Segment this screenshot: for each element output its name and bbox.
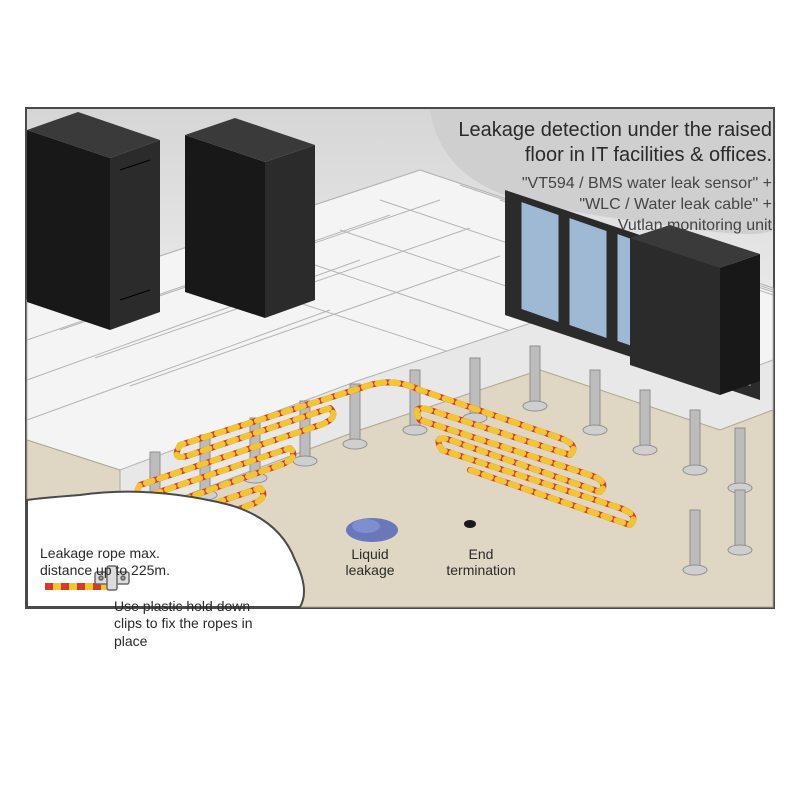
liquid-puddle-highlight <box>352 519 380 533</box>
callout-line1: Leakage rope max. distance up to 225m. <box>40 545 170 580</box>
rack-cluster-left <box>27 112 160 330</box>
title-sub1: "VT594 / BMS water leak sensor" + <box>432 174 772 195</box>
callout-box: Leakage rope max. distance up to 225m. U… <box>40 545 260 651</box>
diagram-stage: Leakage detection under the raised floor… <box>0 0 800 800</box>
end-termination-dot <box>464 520 476 528</box>
rack-cluster-mid <box>185 118 315 318</box>
rack-right <box>630 225 760 395</box>
label-liquid: Liquid leakage <box>340 546 400 578</box>
title-line2: floor in IT facilities & offices. <box>432 143 772 168</box>
title-line1: Leakage detection under the raised <box>432 118 772 143</box>
label-termination: End termination <box>436 546 526 578</box>
title-sub2: "WLC / Water leak cable" + <box>432 195 772 216</box>
callout-line2: Use plastic hold down clips to fix the r… <box>114 598 254 651</box>
title-box: Leakage detection under the raised floor… <box>432 118 772 236</box>
title-sub3: Vutlan monitoring unit <box>432 216 772 237</box>
